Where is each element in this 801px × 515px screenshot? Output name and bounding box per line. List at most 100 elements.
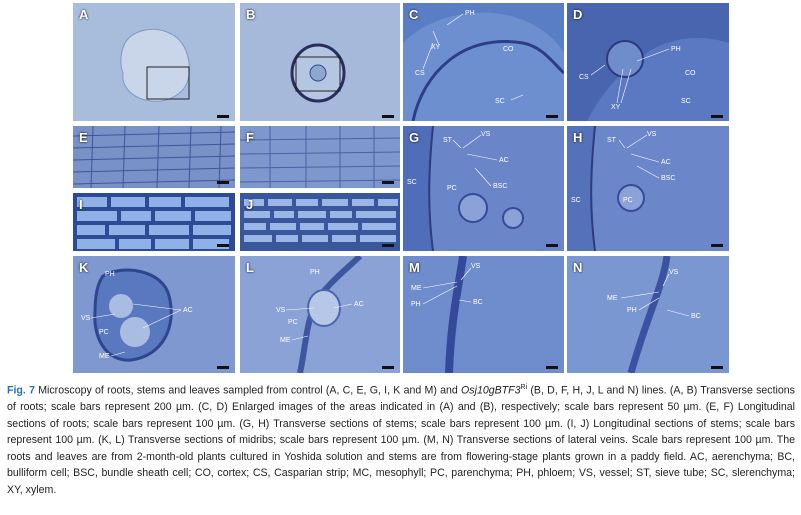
anno-ac: AC: [354, 301, 364, 308]
panel-b: B: [240, 3, 400, 121]
panel-i-label: I: [79, 197, 83, 212]
panel-j: J: [240, 193, 400, 251]
anno-vs: VS: [471, 263, 481, 270]
panel-d: PH CS CO XY SC D: [567, 3, 729, 121]
scale-bar: [217, 115, 229, 118]
anno-ph: PH: [465, 10, 475, 17]
panel-k-image: PH VS AC PC ME: [73, 256, 235, 373]
figure-number: Fig. 7: [7, 384, 35, 397]
scale-bar: [711, 115, 723, 118]
panel-n-image: VS ME PH BC: [567, 256, 729, 373]
panel-b-image: [240, 3, 400, 121]
anno-ac: AC: [499, 157, 509, 164]
anno-bsc: BSC: [493, 183, 507, 190]
panel-c-label: C: [409, 7, 419, 22]
anno-ph: PH: [310, 269, 320, 276]
panel-n: VS ME PH BC N: [567, 256, 729, 373]
panel-m-label: M: [409, 260, 420, 275]
panel-e-image: [73, 126, 235, 188]
panel-f: F: [240, 126, 400, 188]
panel-l: PH VS AC PC ME L: [240, 256, 400, 373]
anno-vs: VS: [276, 307, 286, 314]
anno-ac: AC: [183, 307, 193, 314]
panel-a: A: [73, 3, 235, 121]
anno-vs: VS: [481, 131, 491, 138]
anno-ph: PH: [627, 307, 637, 314]
scale-bar: [546, 115, 558, 118]
anno-ac: AC: [661, 159, 671, 166]
anno-pc: PC: [99, 329, 109, 336]
anno-ph: PH: [411, 301, 421, 308]
anno-ph: PH: [105, 271, 115, 278]
panel-a-label: A: [79, 7, 89, 22]
scale-bar: [711, 244, 723, 247]
panel-c: PH XY CO CS SC C: [403, 3, 564, 121]
panel-k-label: K: [79, 260, 89, 275]
panel-b-label: B: [246, 7, 256, 22]
scale-bar: [382, 366, 394, 369]
anno-co: CO: [685, 70, 696, 77]
scale-bar: [217, 181, 229, 184]
panel-j-image: [240, 193, 400, 251]
panel-g-image: ST VS AC SC PC BSC: [403, 126, 564, 251]
anno-vs: VS: [669, 269, 679, 276]
anno-cs: CS: [415, 70, 425, 77]
anno-sc: SC: [571, 197, 581, 204]
panel-m-image: VS ME PH BC: [403, 256, 564, 373]
scale-bar: [217, 366, 229, 369]
panel-h-image: ST VS AC BSC SC PC: [567, 126, 729, 251]
anno-me: ME: [280, 337, 291, 344]
anno-xy: XY: [611, 104, 621, 111]
anno-sc: SC: [681, 98, 691, 105]
panel-h: ST VS AC BSC SC PC H: [567, 126, 729, 251]
anno-sc: SC: [407, 179, 417, 186]
panel-g: ST VS AC SC PC BSC G: [403, 126, 564, 251]
anno-st: ST: [443, 137, 453, 144]
panel-l-label: L: [246, 260, 254, 275]
caption-text-1: Microscopy of roots, stems and leaves sa…: [34, 384, 462, 397]
panel-l-image: PH VS AC PC ME: [240, 256, 400, 373]
gene-superscript: Ri: [520, 384, 528, 391]
anno-vs: VS: [647, 131, 657, 138]
panel-h-label: H: [573, 130, 583, 145]
anno-pc: PC: [288, 319, 298, 326]
scale-bar: [382, 181, 394, 184]
scale-bar: [711, 366, 723, 369]
panel-n-label: N: [573, 260, 583, 275]
panel-i: I: [73, 193, 235, 251]
anno-pc: PC: [623, 197, 633, 204]
anno-bc: BC: [473, 299, 483, 306]
anno-xy: XY: [431, 44, 441, 51]
panel-j-label: J: [246, 197, 254, 212]
panel-d-label: D: [573, 7, 583, 22]
scale-bar: [217, 244, 229, 247]
anno-me: ME: [411, 285, 422, 292]
anno-pc: PC: [447, 185, 457, 192]
gene-name: Osj10gBTF3: [461, 384, 521, 397]
anno-me: ME: [99, 353, 110, 360]
anno-sc: SC: [495, 98, 505, 105]
panel-f-label: F: [246, 130, 254, 145]
anno-ph: PH: [671, 46, 681, 53]
panel-c-image: PH XY CO CS SC: [403, 3, 564, 121]
panel-a-image: [73, 3, 235, 121]
anno-co: CO: [503, 46, 514, 53]
anno-me: ME: [607, 295, 618, 302]
panel-e-label: E: [79, 130, 88, 145]
anno-bsc: BSC: [661, 175, 675, 182]
scale-bar: [382, 115, 394, 118]
caption-text-2: (B, D, F, H, J, L and N) lines. (A, B) T…: [7, 384, 795, 496]
panel-f-image: [240, 126, 400, 188]
anno-vs: VS: [81, 315, 91, 322]
figure-caption: Fig. 7 Microscopy of roots, stems and le…: [7, 380, 795, 498]
anno-st: ST: [607, 137, 617, 144]
scale-bar: [546, 244, 558, 247]
panel-i-image: [73, 193, 235, 251]
panel-g-label: G: [409, 130, 420, 145]
anno-cs: CS: [579, 74, 589, 81]
panel-m: VS ME PH BC M: [403, 256, 564, 373]
panel-e: E: [73, 126, 235, 188]
panel-k: PH VS AC PC ME K: [73, 256, 235, 373]
scale-bar: [382, 244, 394, 247]
anno-bc: BC: [691, 313, 701, 320]
